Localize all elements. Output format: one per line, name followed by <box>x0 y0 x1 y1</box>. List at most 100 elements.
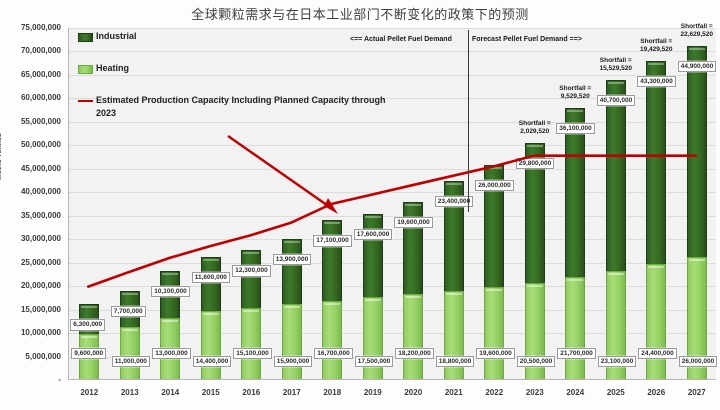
bar-segment-heating[interactable] <box>322 300 343 379</box>
data-label-industrial: 43,300,000 <box>637 76 676 88</box>
bar-segment-heating[interactable] <box>200 311 221 379</box>
data-label-industrial: 13,900,000 <box>272 254 312 266</box>
actual-forecast-divider <box>468 30 469 212</box>
shortfall-annotation: Shortfall = 2,029,520 <box>505 120 565 136</box>
grid-line <box>69 51 716 53</box>
x-axis-tick-label: 2026 <box>647 388 666 397</box>
grid-line <box>69 28 716 29</box>
bar-segment-heating[interactable] <box>281 304 302 379</box>
x-axis-tick-label: 2013 <box>120 388 139 397</box>
bar-segment-industrial[interactable] <box>322 220 343 301</box>
bar-segment-industrial[interactable] <box>646 61 667 265</box>
data-label-heating: 26,000,000 <box>678 356 718 368</box>
y-axis-tick-label: 35,000,000 <box>20 210 61 220</box>
y-axis-tick-label: 75,000,000 <box>20 23 61 32</box>
grid-line <box>69 333 716 335</box>
data-label-heating: 17,500,000 <box>354 356 394 368</box>
x-axis-tick-label: 2014 <box>161 388 180 397</box>
bar-column[interactable] <box>565 27 586 379</box>
legend-label-industrial: Industrial <box>96 31 137 41</box>
shortfall-value: 2,029,520 <box>520 128 550 136</box>
data-label-heating: 23,100,000 <box>597 356 637 368</box>
y-axis-tick-label: 65,000,000 <box>20 69 61 79</box>
chart-title: 全球颗粒需求与在日本工业部门不断变化的政策下的预测 <box>191 8 529 23</box>
bar-column[interactable] <box>686 27 707 379</box>
y-axis-tick-label: 70,000,000 <box>20 46 61 56</box>
data-label-industrial: 17,100,000 <box>313 235 352 247</box>
x-axis-tick-label: 2016 <box>242 388 261 397</box>
data-label-industrial: 10,100,000 <box>151 285 190 297</box>
bar-segment-industrial[interactable] <box>403 201 424 294</box>
x-axis-tick-label: 2027 <box>687 388 706 397</box>
data-label-heating: 24,400,000 <box>638 348 677 360</box>
shortfall-label: Shortfall = <box>518 119 551 127</box>
legend-label-capacity: Estimated Production Capacity Including … <box>96 95 386 119</box>
capacity-line-swatch-icon <box>78 100 93 103</box>
bar-segment-industrial[interactable] <box>605 79 626 271</box>
data-label-heating: 15,900,000 <box>273 356 313 368</box>
data-label-heating: 15,100,000 <box>233 348 272 360</box>
x-axis-tick-label: 2021 <box>444 388 463 397</box>
data-label-heating: 18,800,000 <box>435 356 475 368</box>
grid-line <box>69 309 716 311</box>
data-label-heating: 13,000,000 <box>152 348 191 360</box>
bar-segment-heating[interactable] <box>646 264 667 379</box>
bar-column[interactable] <box>605 27 626 379</box>
bar-segment-heating[interactable] <box>403 293 424 379</box>
bar-segment-industrial[interactable] <box>362 214 383 297</box>
x-axis-tick-label: 2025 <box>606 388 625 397</box>
x-axis-tick-label: 2017 <box>282 388 301 397</box>
y-axis-tick-label: 15,000,000 <box>20 304 61 314</box>
bar-column[interactable] <box>403 27 424 379</box>
shortfall-annotation: Shortfall = 19,429,520 <box>626 38 686 54</box>
bar-column[interactable] <box>484 27 505 379</box>
shortfall-value: 15,529,520 <box>599 64 633 72</box>
data-label-industrial: 44,900,000 <box>677 61 717 73</box>
bar-segment-heating[interactable] <box>241 308 262 379</box>
legend-item-heating[interactable]: Heating <box>78 62 386 75</box>
x-axis-tick-label: 2019 <box>363 388 382 397</box>
bar-segment-industrial[interactable] <box>281 239 302 305</box>
data-label-heating: 19,600,000 <box>476 348 515 360</box>
bar-segment-industrial[interactable] <box>241 250 262 309</box>
grid-line <box>69 121 716 123</box>
data-label-industrial: 40,700,000 <box>596 94 636 106</box>
y-axis-tick-label: 40,000,000 <box>20 187 61 197</box>
data-label-industrial: 11,600,000 <box>191 271 230 284</box>
data-label-industrial: 17,600,000 <box>353 229 393 241</box>
y-axis-tick-label: 45,000,000 <box>20 163 61 173</box>
y-axis-tick-label: 10,000,000 <box>20 328 61 338</box>
data-label-industrial: 12,300,000 <box>232 265 271 277</box>
y-axis-tick-label: 20,000,000 <box>20 281 61 291</box>
legend-item-industrial[interactable]: Industrial <box>78 30 386 43</box>
data-label-heating: 18,200,000 <box>395 348 434 360</box>
grid-line <box>69 98 716 100</box>
bar-segment-heating[interactable] <box>565 277 586 379</box>
data-label-industrial: 36,100,000 <box>556 122 595 134</box>
bar-segment-heating[interactable] <box>484 287 505 379</box>
x-axis-tick-label: 2024 <box>566 388 585 397</box>
x-axis-tick-label: 2022 <box>485 388 504 397</box>
y-axis-tick-label: 25,000,000 <box>20 257 61 267</box>
y-axis-tick-label: 30,000,000 <box>20 234 61 244</box>
shortfall-value: 22,629,520 <box>680 31 714 39</box>
x-axis-tick-label: 2018 <box>323 388 342 397</box>
legend-item-capacity[interactable]: Estimated Production Capacity Including … <box>78 94 386 120</box>
chart-legend: Industrial Heating Estimated Production … <box>78 30 386 139</box>
bar-segment-heating[interactable] <box>119 327 140 379</box>
legend-label-heating: Heating <box>96 63 130 74</box>
y-axis-tick-label: - <box>58 375 61 384</box>
shortfall-value: 9,529,520 <box>560 92 590 100</box>
data-label-industrial: 7,700,000 <box>110 306 146 318</box>
data-label-heating: 21,700,000 <box>557 348 596 360</box>
data-label-heating: 9,600,000 <box>71 348 107 360</box>
forecast-demand-note: Forecast Pellet Fuel Demand ==> <box>472 36 582 43</box>
bar-segment-industrial[interactable] <box>200 256 221 312</box>
shortfall-label: Shortfall = <box>680 23 713 31</box>
shortfall-label: Shortfall = <box>559 84 592 92</box>
bar-column[interactable] <box>524 27 545 379</box>
bar-segment-industrial[interactable] <box>686 46 707 257</box>
shortfall-value: 19,429,520 <box>639 46 673 54</box>
heating-swatch-icon <box>78 65 93 75</box>
data-label-heating: 11,000,000 <box>111 356 150 368</box>
